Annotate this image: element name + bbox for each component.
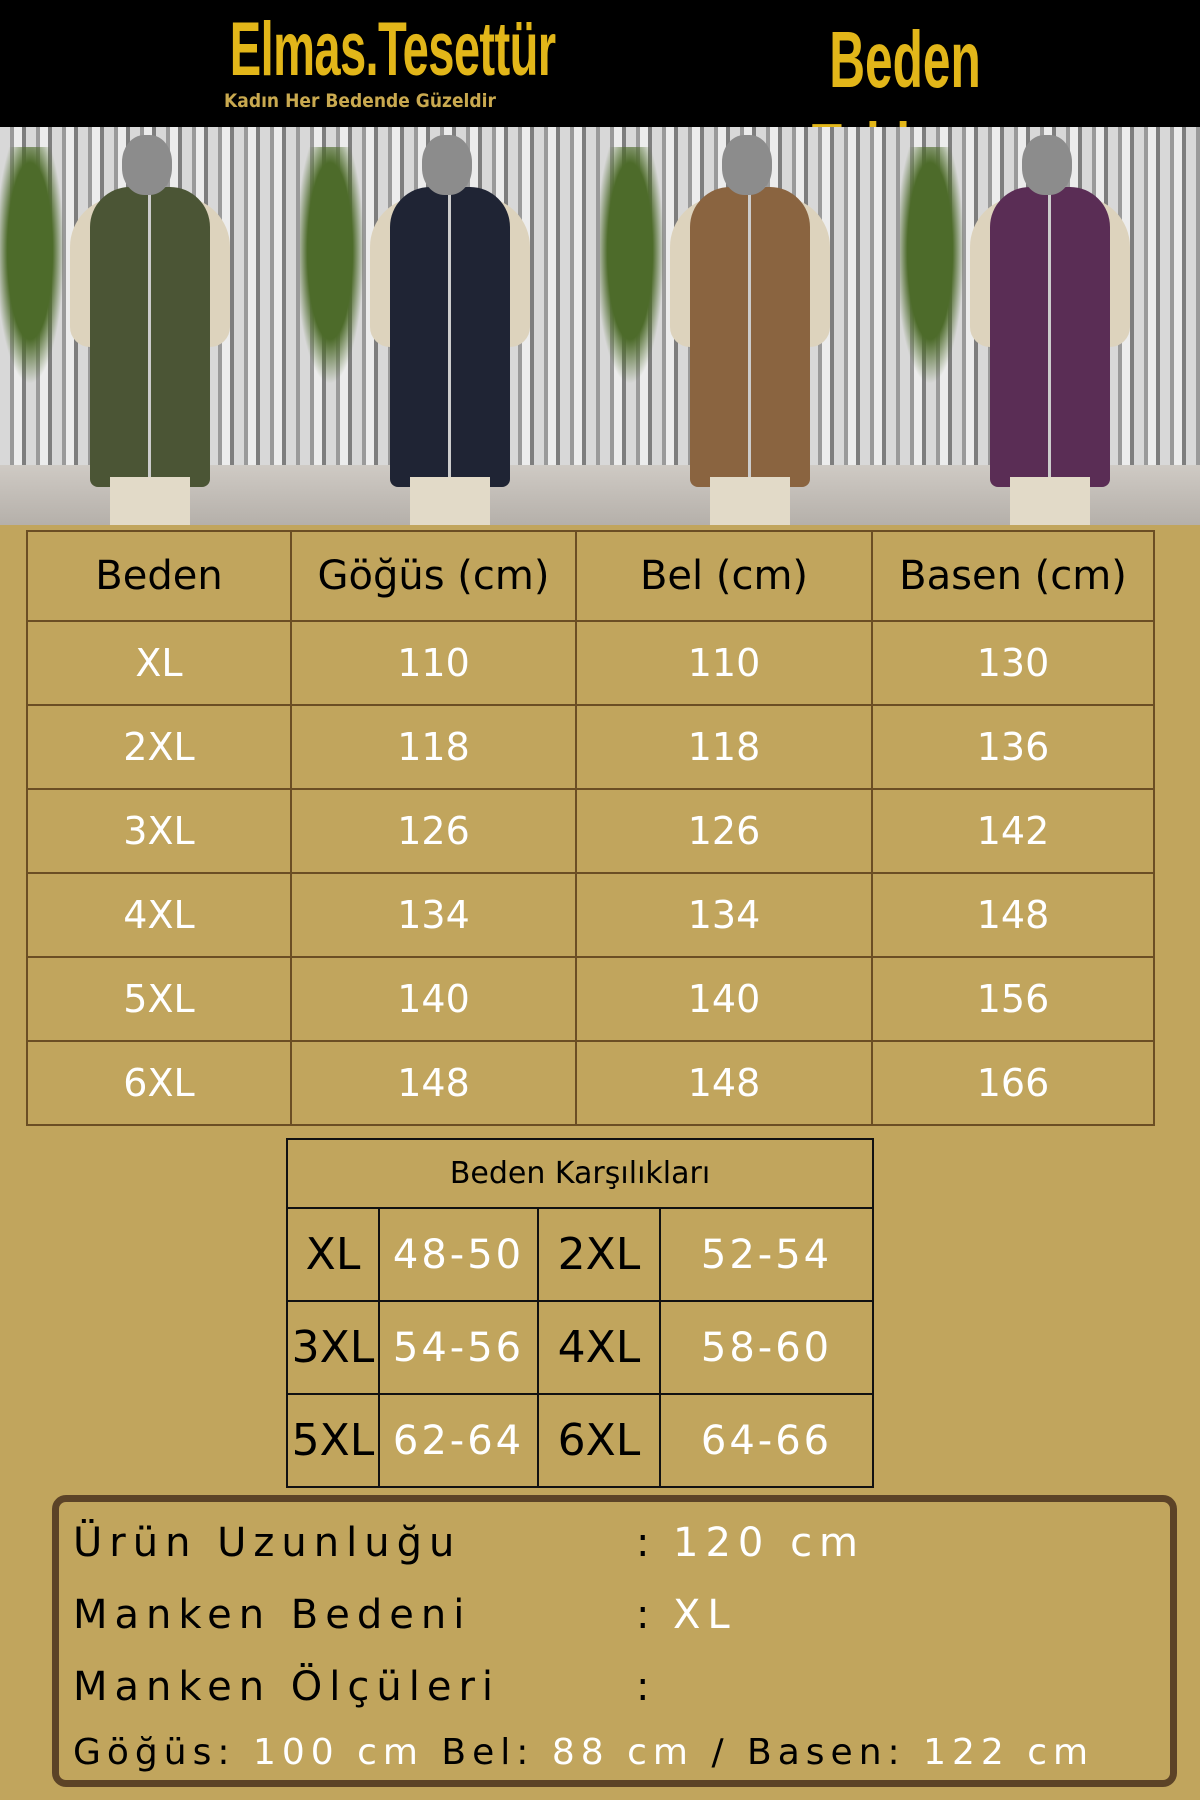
table-cell: 136	[871, 704, 1155, 790]
table-cell: 4XL	[26, 872, 292, 958]
table-row: 5XL 140 140 156	[26, 956, 1155, 1042]
trousers	[110, 477, 190, 525]
colon: :	[636, 1520, 657, 1566]
model-size-label: Manken Bedeni	[73, 1592, 472, 1638]
header-cell: Basen (cm)	[871, 530, 1155, 622]
table-row: XL 110 110 130	[26, 620, 1155, 706]
size-conversion-table: Beden Karşılıkları XL 48-50 2XL 52-54 3XL 54-…	[286, 1138, 874, 1488]
table-cell: 134	[290, 872, 577, 958]
range-cell: 52-54	[659, 1207, 874, 1302]
table-row: 6XL 148 148 166	[26, 1040, 1155, 1126]
model-size-value: XL	[673, 1592, 737, 1638]
colon: :	[636, 1592, 657, 1638]
table-cell: 148	[290, 1040, 577, 1126]
table-row: 2XL 118 118 136	[26, 704, 1155, 790]
header-cell: Göğüs (cm)	[290, 530, 577, 622]
table-cell: 3XL	[26, 788, 292, 874]
waist-value: 88 cm	[551, 1732, 694, 1773]
model-head	[1022, 135, 1072, 195]
brand-logo: Elmas.Tesettür	[229, 7, 556, 92]
table-cell: 148	[575, 1040, 873, 1126]
model-head	[122, 135, 172, 195]
table-header-row: Beden Göğüs (cm) Bel (cm) Basen (cm)	[26, 530, 1155, 622]
size-table: Beden Göğüs (cm) Bel (cm) Basen (cm) XL 1…	[26, 530, 1155, 1126]
model-measure-label: Manken Ölçüleri	[73, 1664, 501, 1710]
colon: :	[636, 1664, 657, 1710]
zipper	[748, 187, 751, 487]
table-cell: 142	[871, 788, 1155, 874]
product-photo	[900, 127, 1200, 525]
range-cell: 64-66	[659, 1393, 874, 1488]
table-cell: 148	[871, 872, 1155, 958]
trousers	[710, 477, 790, 525]
length-label: Ürün Uzunluğu	[73, 1520, 462, 1566]
length-value: 120 cm	[673, 1520, 866, 1566]
plant	[900, 147, 970, 407]
product-photos	[0, 127, 1200, 525]
model-head	[722, 135, 772, 195]
plant	[0, 147, 70, 407]
table-cell: 110	[290, 620, 577, 706]
conversion-row: XL 48-50 2XL 52-54	[286, 1207, 874, 1302]
header-cell: Bel (cm)	[575, 530, 873, 622]
size-cell: 2XL	[537, 1207, 661, 1302]
conversion-title: Beden Karşılıkları	[286, 1138, 874, 1209]
table-cell: 166	[871, 1040, 1155, 1126]
table-row: 3XL 126 126 142	[26, 788, 1155, 874]
size-cell: 4XL	[537, 1300, 661, 1395]
table-cell: 140	[290, 956, 577, 1042]
table-cell: 110	[575, 620, 873, 706]
table-cell: 118	[575, 704, 873, 790]
length-line: Ürün Uzunluğu : 120 cm	[73, 1520, 858, 1566]
table-cell: 5XL	[26, 956, 292, 1042]
product-info-box: Ürün Uzunluğu : 120 cm Manken Bedeni : X…	[52, 1495, 1177, 1787]
size-cell: 5XL	[286, 1393, 380, 1488]
separator: /	[711, 1732, 730, 1773]
range-cell: 54-56	[378, 1300, 539, 1395]
hip-label: Basen:	[747, 1732, 906, 1773]
model-size-line: Manken Bedeni : XL	[73, 1592, 730, 1638]
plant	[300, 147, 370, 407]
table-cell: 140	[575, 956, 873, 1042]
conversion-row: 5XL 62-64 6XL 64-66	[286, 1393, 874, 1488]
product-photo	[300, 127, 600, 525]
table-row: 4XL 134 134 148	[26, 872, 1155, 958]
size-cell: 3XL	[286, 1300, 380, 1395]
conversion-row: 3XL 54-56 4XL 58-60	[286, 1300, 874, 1395]
plant	[600, 147, 670, 407]
model-measurements: Göğüs: 100 cm Bel: 88 cm / Basen: 122 cm	[73, 1732, 1094, 1773]
chest-value: 100 cm	[252, 1732, 424, 1773]
zipper	[448, 187, 451, 487]
size-cell: XL	[286, 1207, 380, 1302]
header-cell: Beden	[26, 530, 292, 622]
table-cell: 126	[575, 788, 873, 874]
range-cell: 62-64	[378, 1393, 539, 1488]
table-cell: 118	[290, 704, 577, 790]
header: Elmas.Tesettür Kadın Her Bedende Güzeldi…	[0, 0, 1200, 196]
table-cell: 156	[871, 956, 1155, 1042]
trousers	[1010, 477, 1090, 525]
size-cell: 6XL	[537, 1393, 661, 1488]
model-measure-line: Manken Ölçüleri :	[73, 1664, 649, 1710]
model-head	[422, 135, 472, 195]
waist-label: Bel:	[441, 1732, 535, 1773]
trousers	[410, 477, 490, 525]
table-cell: 126	[290, 788, 577, 874]
zipper	[148, 187, 151, 487]
hip-value: 122 cm	[923, 1732, 1095, 1773]
tagline: Kadın Her Bedende Güzeldir	[224, 90, 496, 112]
range-cell: 48-50	[378, 1207, 539, 1302]
table-cell: XL	[26, 620, 292, 706]
chest-label: Göğüs:	[73, 1732, 236, 1773]
zipper	[1048, 187, 1051, 487]
table-cell: 2XL	[26, 704, 292, 790]
table-cell: 130	[871, 620, 1155, 706]
product-photo	[600, 127, 900, 525]
table-cell: 6XL	[26, 1040, 292, 1126]
range-cell: 58-60	[659, 1300, 874, 1395]
table-cell: 134	[575, 872, 873, 958]
product-photo	[0, 127, 300, 525]
